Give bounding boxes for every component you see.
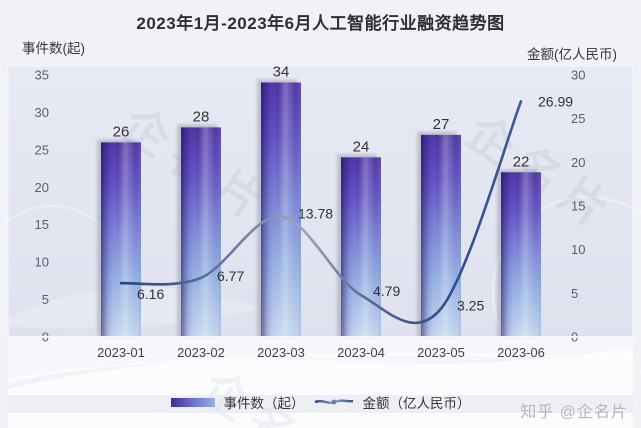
chart-title: 2023年1月-2023年6月人工智能行业融资趋势图 — [136, 14, 505, 33]
left-axis-tick: 15 — [35, 217, 49, 232]
bar-value-label: 34 — [273, 63, 290, 80]
left-axis-unit-label: 事件数(起) — [22, 41, 85, 56]
right-axis-unit-label: 金额(亿人民币) — [527, 47, 617, 62]
left-axis-tick: 20 — [35, 180, 49, 195]
left-axis-tick: 10 — [35, 255, 49, 270]
x-axis-label: 2023-01 — [97, 345, 145, 360]
bar-sheen — [341, 157, 381, 337]
amount-line — [119, 99, 523, 325]
legend-line-swatch — [314, 399, 353, 405]
line-value-label: 6.16 — [137, 286, 164, 302]
right-axis-tick: 20 — [571, 155, 585, 170]
right-axis-tick: 5 — [571, 286, 578, 301]
bar-sheen — [261, 82, 301, 337]
line-value-label: 26.99 — [538, 93, 573, 109]
axis-layer: 353025201510503025201510502023-012023-02… — [35, 68, 586, 361]
x-axis-label: 2023-03 — [257, 345, 305, 360]
left-axis-tick: 5 — [42, 292, 49, 307]
legend-bar-swatch — [170, 397, 215, 407]
bar-value-label: 24 — [353, 138, 370, 155]
bar-sheen — [181, 127, 221, 338]
right-axis-tick: 30 — [571, 68, 585, 83]
x-axis-label: 2023-04 — [337, 345, 385, 360]
data-labels-layer: 26 28 34 24 27 22 6.16 6.77 13.78 4.79 3.25 26.99 — [113, 63, 574, 313]
legend-bar-label: 事件数（起） — [223, 396, 305, 411]
left-axis-tick: 25 — [35, 142, 49, 157]
line-value-label: 4.79 — [373, 283, 400, 299]
left-axis-tick: 30 — [35, 105, 49, 120]
x-axis-label: 2023-02 — [177, 345, 225, 360]
legend: 事件数（起） 金额（亿人民币） — [0, 391, 641, 413]
legend-band — [8, 395, 633, 413]
bar-sheen — [501, 172, 541, 337]
x-axis-label: 2023-05 — [417, 345, 465, 360]
bar-value-label: 28 — [193, 108, 210, 125]
bar-value-label: 22 — [513, 153, 530, 170]
right-axis-tick: 25 — [571, 111, 585, 126]
left-axis-tick: 35 — [35, 68, 49, 83]
attribution-watermark: 知乎 @企名片 — [520, 404, 628, 421]
bar-sheen — [421, 134, 461, 337]
legend-line-label: 金额（亿人民币） — [362, 396, 471, 411]
line-layer — [119, 99, 523, 325]
background-decor — [0, 196, 641, 428]
line-value-label: 3.25 — [457, 298, 484, 314]
bars-layer — [97, 79, 541, 338]
bar-value-label: 27 — [433, 116, 450, 133]
bar-value-label: 26 — [113, 123, 130, 140]
line-value-label: 13.78 — [298, 206, 333, 222]
bar-sheen — [101, 142, 141, 337]
right-axis-tick: 15 — [571, 199, 585, 214]
x-axis-label: 2023-06 — [497, 345, 545, 360]
right-axis-tick: 10 — [571, 242, 585, 257]
line-value-label: 6.77 — [217, 268, 244, 284]
